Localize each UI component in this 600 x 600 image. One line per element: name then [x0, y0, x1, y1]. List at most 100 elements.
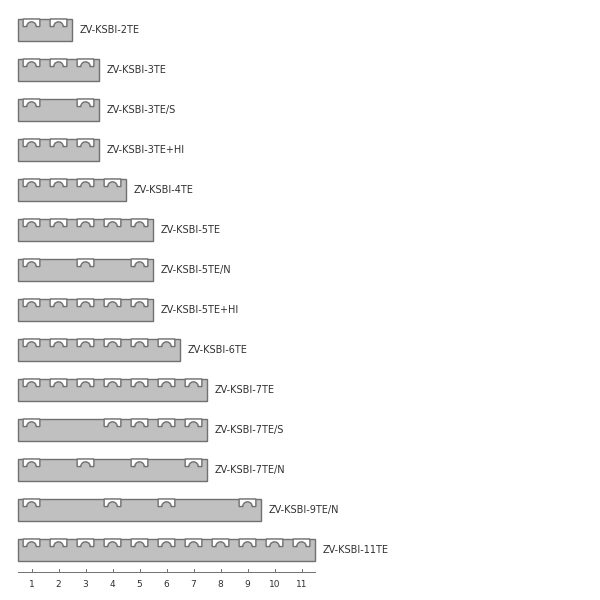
Polygon shape [158, 419, 175, 427]
Text: 9: 9 [245, 580, 250, 589]
Polygon shape [77, 539, 94, 547]
Polygon shape [104, 339, 121, 347]
Polygon shape [77, 219, 94, 227]
Text: 2: 2 [56, 580, 61, 589]
Polygon shape [50, 299, 67, 307]
Text: 3: 3 [83, 580, 88, 589]
Polygon shape [50, 19, 67, 26]
Polygon shape [131, 219, 148, 227]
Text: 1: 1 [29, 580, 34, 589]
Bar [18, 539, 315, 561]
Bar [18, 499, 261, 521]
Text: ZV-KSBI-6TE: ZV-KSBI-6TE [188, 345, 248, 355]
Polygon shape [239, 499, 256, 506]
Text: 10: 10 [269, 580, 280, 589]
Polygon shape [50, 539, 67, 547]
Polygon shape [77, 179, 94, 187]
Bar [18, 419, 207, 441]
Polygon shape [23, 499, 40, 506]
Polygon shape [23, 339, 40, 347]
Polygon shape [131, 259, 148, 266]
Polygon shape [23, 539, 40, 547]
Polygon shape [104, 219, 121, 227]
Polygon shape [50, 379, 67, 386]
Text: ZV-KSBI-2TE: ZV-KSBI-2TE [80, 25, 140, 35]
Polygon shape [185, 539, 202, 547]
Text: ZV-KSBI-4TE: ZV-KSBI-4TE [134, 185, 194, 195]
Text: ZV-KSBI-9TE/N: ZV-KSBI-9TE/N [269, 505, 340, 515]
Bar [18, 139, 99, 161]
Polygon shape [293, 539, 310, 547]
Polygon shape [158, 379, 175, 386]
Bar [18, 459, 207, 481]
Polygon shape [158, 499, 175, 506]
Text: 8: 8 [218, 580, 223, 589]
Polygon shape [50, 139, 67, 146]
Text: ZV-KSBI-7TE/N: ZV-KSBI-7TE/N [215, 465, 286, 475]
Bar [18, 59, 99, 81]
Polygon shape [131, 299, 148, 307]
Polygon shape [50, 219, 67, 227]
Polygon shape [77, 299, 94, 307]
Polygon shape [50, 179, 67, 187]
Polygon shape [23, 19, 40, 26]
Polygon shape [77, 339, 94, 347]
Polygon shape [104, 379, 121, 386]
Bar [18, 219, 153, 241]
Polygon shape [104, 419, 121, 427]
Text: ZV-KSBI-3TE: ZV-KSBI-3TE [107, 65, 167, 75]
Polygon shape [131, 459, 148, 467]
Bar [18, 259, 153, 281]
Polygon shape [50, 59, 67, 67]
Text: ZV-KSBI-5TE+HI: ZV-KSBI-5TE+HI [161, 305, 239, 315]
Polygon shape [131, 539, 148, 547]
Text: ZV-KSBI-7TE: ZV-KSBI-7TE [215, 385, 275, 395]
Bar [18, 19, 72, 41]
Polygon shape [185, 419, 202, 427]
Text: ZV-KSBI-7TE/S: ZV-KSBI-7TE/S [215, 425, 284, 435]
Polygon shape [77, 379, 94, 386]
Polygon shape [77, 99, 94, 107]
Polygon shape [23, 179, 40, 187]
Bar [18, 299, 153, 321]
Text: ZV-KSBI-5TE/N: ZV-KSBI-5TE/N [161, 265, 232, 275]
Polygon shape [239, 539, 256, 547]
Bar [18, 99, 99, 121]
Text: ZV-KSBI-3TE+HI: ZV-KSBI-3TE+HI [107, 145, 185, 155]
Polygon shape [131, 379, 148, 386]
Polygon shape [104, 499, 121, 506]
Polygon shape [77, 259, 94, 266]
Polygon shape [50, 339, 67, 347]
Polygon shape [23, 139, 40, 146]
Polygon shape [185, 459, 202, 467]
Polygon shape [104, 539, 121, 547]
Bar [18, 379, 207, 401]
Text: 7: 7 [191, 580, 196, 589]
Polygon shape [77, 139, 94, 146]
Text: 6: 6 [164, 580, 169, 589]
Polygon shape [131, 339, 148, 347]
Polygon shape [77, 59, 94, 67]
Polygon shape [23, 419, 40, 427]
Polygon shape [212, 539, 229, 547]
Polygon shape [185, 379, 202, 386]
Polygon shape [23, 99, 40, 107]
Polygon shape [23, 219, 40, 227]
Text: ZV-KSBI-11TE: ZV-KSBI-11TE [323, 545, 389, 555]
Polygon shape [23, 459, 40, 467]
Bar [18, 339, 180, 361]
Polygon shape [131, 419, 148, 427]
Polygon shape [104, 299, 121, 307]
Polygon shape [158, 539, 175, 547]
Text: 11: 11 [296, 580, 307, 589]
Polygon shape [23, 299, 40, 307]
Text: 4: 4 [110, 580, 115, 589]
Polygon shape [266, 539, 283, 547]
Polygon shape [104, 179, 121, 187]
Polygon shape [77, 459, 94, 467]
Polygon shape [23, 59, 40, 67]
Polygon shape [158, 339, 175, 347]
Text: ZV-KSBI-3TE/S: ZV-KSBI-3TE/S [107, 105, 176, 115]
Polygon shape [23, 259, 40, 266]
Polygon shape [23, 379, 40, 386]
